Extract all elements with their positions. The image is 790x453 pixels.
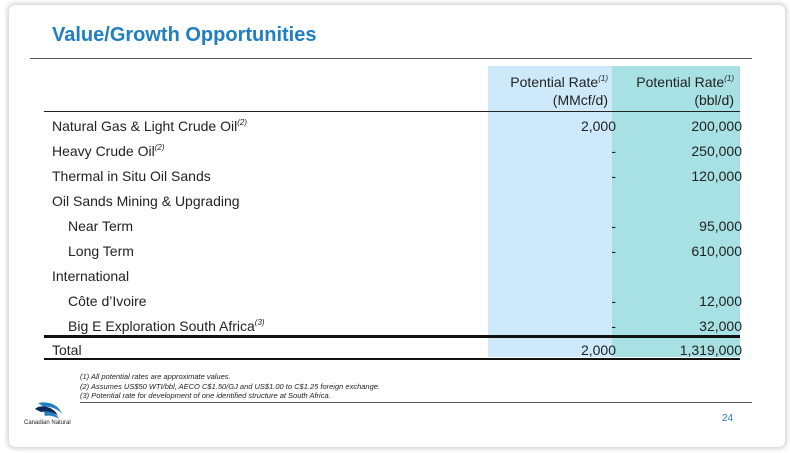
- row-value-mmcf: -: [611, 218, 616, 234]
- logo-text: Canadian Natural: [24, 420, 71, 426]
- header-mmcf: Potential Rate(1) (MMcf/d): [490, 70, 608, 109]
- table-row: Oil Sands Mining & Upgrading: [44, 189, 740, 214]
- total-row: Total 2,000 1,319,000: [44, 338, 742, 363]
- page-number: 24: [722, 413, 734, 424]
- title-divider: [30, 58, 752, 59]
- row-value-bbl: 12,000: [699, 293, 742, 309]
- footer-divider: [80, 402, 752, 403]
- row-value-bbl: 200,000: [691, 118, 742, 134]
- row-value-bbl: 32,000: [699, 318, 742, 334]
- page-title: Value/Growth Opportunities: [52, 24, 317, 46]
- table-row: Heavy Crude Oil(2) - 250,000: [44, 139, 742, 164]
- row-value-mmcf: 2,000: [580, 118, 616, 134]
- row-value-bbl: 610,000: [691, 243, 742, 259]
- row-value-mmcf: -: [611, 293, 616, 309]
- row-value-mmcf: -: [611, 143, 616, 159]
- table-row: Côte d’Ivoire - 12,000: [44, 289, 742, 314]
- table-row: Natural Gas & Light Crude Oil(2) 2,000 2…: [44, 114, 742, 139]
- header-mmcf-unit: (MMcf/d): [552, 92, 608, 108]
- footnote: (1) All potential rates are approximate …: [80, 372, 231, 381]
- header-bbl-title: Potential Rate: [636, 74, 725, 90]
- row-value-bbl: 120,000: [691, 168, 742, 184]
- header-mmcf-note: (1): [598, 74, 608, 83]
- total-value-mmcf: 2,000: [580, 342, 616, 358]
- row-value-bbl: 95,000: [699, 218, 742, 234]
- row-label: Côte d’Ivoire: [68, 293, 147, 309]
- table-row: International: [44, 264, 740, 289]
- total-value-bbl: 1,319,000: [679, 342, 742, 358]
- footnotes: (1) All potential rates are approximate …: [80, 372, 380, 401]
- table-row: Near Term - 95,000: [44, 214, 742, 239]
- row-label: Near Term: [68, 218, 134, 234]
- table-row: Thermal in Situ Oil Sands - 120,000: [44, 164, 742, 189]
- row-value-mmcf: -: [611, 318, 616, 334]
- header-divider: [44, 111, 740, 112]
- footnote: (3) Potential rate for development of on…: [80, 391, 331, 400]
- total-divider-bottom: [44, 358, 740, 360]
- row-value-bbl: 250,000: [691, 143, 742, 159]
- table-row: Long Term - 610,000: [44, 239, 742, 264]
- company-logo-icon: [35, 402, 62, 419]
- footnote: (2) Assumes US$50 WTI/bbl, AECO C$1.50/G…: [80, 381, 381, 391]
- total-divider-top: [44, 335, 740, 338]
- header-bbl: Potential Rate(1) (bbl/d): [614, 70, 734, 109]
- total-label: Total: [52, 342, 82, 358]
- row-label: International: [52, 268, 130, 284]
- column-highlight-bbl: [612, 66, 740, 357]
- row-label: Oil Sands Mining & Upgrading: [52, 193, 240, 209]
- row-value-mmcf: -: [611, 168, 616, 184]
- header-bbl-unit: (bbl/d): [694, 92, 734, 108]
- row-label: Natural Gas & Light Crude Oil(2): [52, 118, 247, 134]
- row-value-mmcf: -: [611, 243, 616, 259]
- row-label: Heavy Crude Oil(2): [52, 143, 165, 159]
- row-label: Long Term: [68, 243, 134, 259]
- row-label: Big E Exploration South Africa(3): [68, 318, 265, 334]
- column-highlight-mmcf: [488, 66, 612, 357]
- header-bbl-note: (1): [724, 74, 734, 83]
- table-row: Big E Exploration South Africa(3) - 32,0…: [44, 314, 742, 339]
- header-mmcf-title: Potential Rate: [510, 74, 599, 90]
- row-label: Thermal in Situ Oil Sands: [52, 168, 211, 184]
